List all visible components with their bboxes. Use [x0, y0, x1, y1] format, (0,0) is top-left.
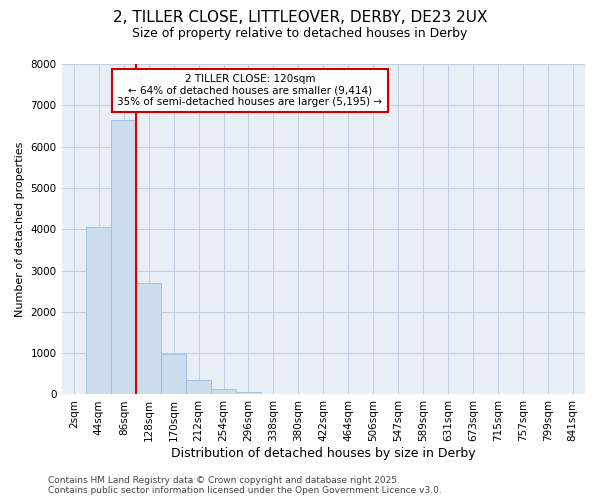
Bar: [236, 392, 261, 394]
X-axis label: Distribution of detached houses by size in Derby: Distribution of detached houses by size …: [171, 447, 476, 460]
Bar: [136, 283, 161, 395]
Bar: [86, 227, 112, 394]
Bar: [211, 389, 236, 394]
Bar: [186, 380, 211, 394]
Text: Contains HM Land Registry data © Crown copyright and database right 2025.
Contai: Contains HM Land Registry data © Crown c…: [48, 476, 442, 495]
Text: Size of property relative to detached houses in Derby: Size of property relative to detached ho…: [133, 28, 467, 40]
Text: 2, TILLER CLOSE, LITTLEOVER, DERBY, DE23 2UX: 2, TILLER CLOSE, LITTLEOVER, DERBY, DE23…: [113, 10, 487, 25]
Y-axis label: Number of detached properties: Number of detached properties: [15, 142, 25, 317]
Bar: [161, 354, 186, 395]
Text: 2 TILLER CLOSE: 120sqm
← 64% of detached houses are smaller (9,414)
35% of semi-: 2 TILLER CLOSE: 120sqm ← 64% of detached…: [118, 74, 383, 107]
Bar: [112, 120, 136, 394]
